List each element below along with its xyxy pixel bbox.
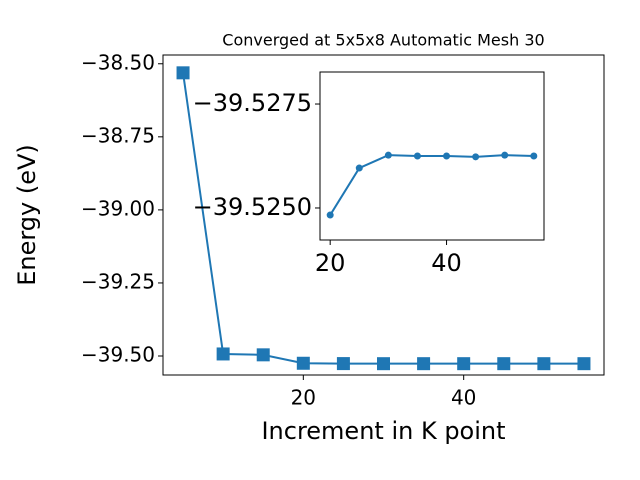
x-tick-label: 20	[315, 249, 346, 277]
y-tick-label: −38.50	[81, 50, 155, 74]
data-point	[457, 357, 471, 371]
data-point	[216, 347, 230, 361]
data-point	[256, 348, 270, 362]
data-point	[530, 152, 538, 160]
x-tick-label: 40	[451, 386, 476, 410]
series-line	[329, 154, 534, 216]
data-point	[417, 357, 431, 371]
data-point	[413, 152, 421, 160]
data-point	[472, 153, 480, 161]
data-point	[537, 357, 551, 371]
y-tick-label: −39.5250	[193, 193, 312, 221]
y-axis-label: Energy (eV)	[13, 144, 41, 286]
data-point	[384, 151, 392, 159]
x-tick-label: 40	[431, 249, 462, 277]
data-point	[497, 357, 511, 371]
chart-title: Converged at 5x5x8 Automatic Mesh 30	[222, 31, 544, 50]
data-point	[296, 356, 310, 370]
data-point	[355, 164, 363, 172]
data-point	[443, 152, 451, 160]
data-point	[336, 357, 350, 371]
y-tick-label: −39.25	[81, 269, 155, 293]
data-point	[176, 66, 190, 80]
x-axis-label: Increment in K point	[261, 417, 505, 445]
y-tick-label: −39.50	[81, 343, 155, 367]
data-point	[501, 151, 509, 159]
x-tick-label: 20	[291, 386, 316, 410]
y-tick-label: −39.5275	[193, 89, 312, 117]
data-point	[377, 357, 390, 371]
y-tick-label: −39.00	[81, 196, 155, 220]
y-tick-label: −38.75	[81, 123, 155, 147]
data-point	[577, 357, 591, 371]
data-point	[326, 211, 334, 219]
